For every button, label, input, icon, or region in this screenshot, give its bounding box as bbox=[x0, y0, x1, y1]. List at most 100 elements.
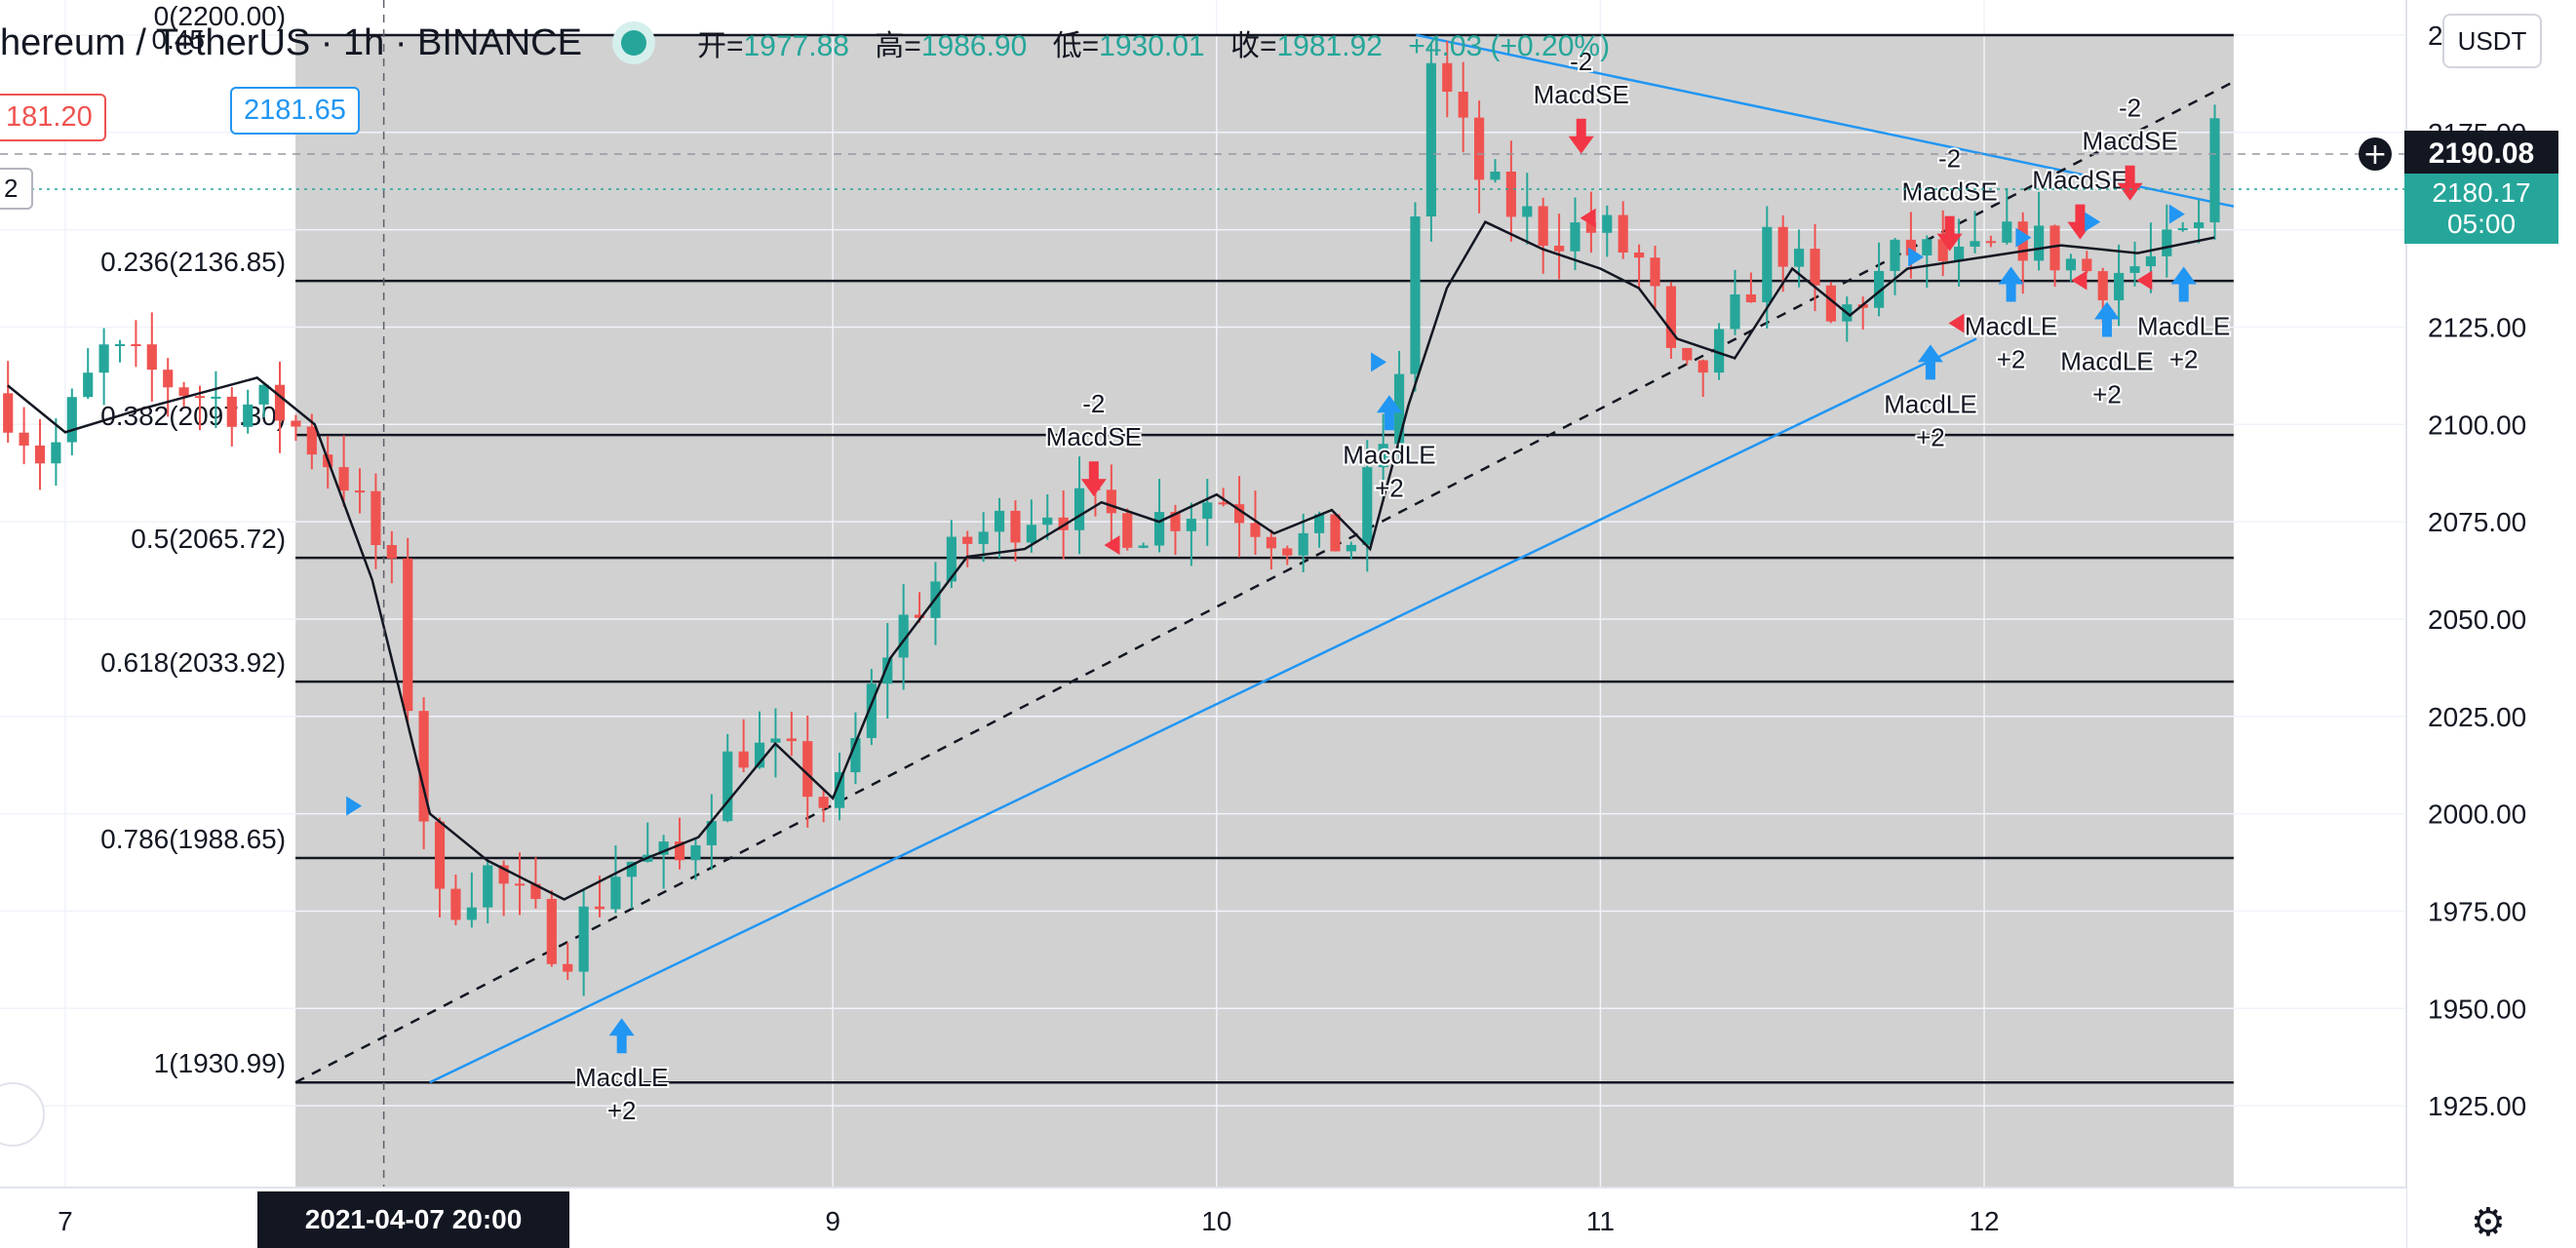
candle-body bbox=[98, 344, 109, 373]
candle-body bbox=[2114, 272, 2125, 301]
signal-label: +2 bbox=[1997, 345, 2026, 374]
last-price-label: 2180.17 05:00 bbox=[2404, 174, 2558, 244]
candle-body bbox=[1538, 206, 1548, 246]
y-tick-label: 2100.00 bbox=[2428, 410, 2526, 440]
candle-body bbox=[434, 821, 446, 889]
candle-body bbox=[722, 751, 733, 822]
candle-body bbox=[3, 393, 14, 433]
candle-body bbox=[2065, 258, 2076, 271]
candle-body bbox=[1442, 62, 1453, 93]
candle-body bbox=[2194, 222, 2205, 229]
candle-body bbox=[1650, 257, 1660, 287]
signal-le: MacdLE +2 bbox=[573, 1018, 670, 1127]
quantity-badge[interactable]: 2 bbox=[0, 168, 34, 210]
open-value: 1977.88 bbox=[743, 30, 849, 62]
symbol-title[interactable]: hereum / TetherUS · 1h · BINANCE bbox=[0, 21, 582, 63]
candle-body bbox=[1954, 246, 1965, 261]
short-entry-arrow-icon bbox=[2117, 165, 2143, 201]
candle-body bbox=[1890, 239, 1900, 271]
candle-body bbox=[2034, 225, 2045, 261]
candle-body bbox=[914, 614, 925, 618]
signal-label: MacdLE bbox=[2137, 312, 2230, 341]
candle-body bbox=[2145, 255, 2156, 267]
close-value: 1981.92 bbox=[1276, 30, 1383, 62]
candle-body bbox=[1425, 62, 1436, 217]
buy-marker-icon bbox=[2015, 227, 2032, 248]
fib-label: 0.5(2065.72) bbox=[131, 524, 286, 554]
candle-body bbox=[1714, 329, 1725, 373]
crosshair: + bbox=[0, 0, 2406, 1188]
candle-body bbox=[371, 490, 381, 545]
candle-body bbox=[1682, 347, 1693, 361]
candle-body bbox=[1122, 513, 1133, 548]
candle-body bbox=[610, 877, 621, 910]
candle-body bbox=[1233, 504, 1245, 524]
signal-le: MacdLE +2 bbox=[1341, 395, 1438, 504]
signal-label: +2 bbox=[2169, 345, 2199, 374]
moving-average bbox=[7, 219, 2215, 901]
y-tick-label: 2075.00 bbox=[2428, 507, 2526, 537]
settings-gear-icon[interactable]: ⚙ bbox=[2471, 1201, 2506, 1244]
candle-body bbox=[1970, 241, 1980, 247]
candles bbox=[3, 40, 2220, 996]
candle-body bbox=[2082, 258, 2092, 272]
currency-button[interactable]: USDT bbox=[2442, 14, 2542, 68]
candle-body bbox=[1810, 249, 1820, 286]
change-value: +4.03 (+0.20%) bbox=[1408, 30, 1611, 62]
x-tick-label: 11 bbox=[1586, 1206, 1615, 1236]
signal-label: MacdLE bbox=[1343, 440, 1435, 469]
candle-body bbox=[626, 861, 637, 878]
buy-marker-icon bbox=[1908, 247, 1925, 267]
bar-countdown: 05:00 bbox=[2446, 209, 2517, 239]
short-entry-arrow-icon bbox=[1936, 215, 1963, 252]
buy-marker-icon bbox=[1371, 352, 1387, 372]
candle-body bbox=[2097, 271, 2108, 301]
buy-price-badge[interactable]: 2181.65 bbox=[230, 87, 360, 135]
candle-body bbox=[1985, 241, 1996, 244]
y-tick-label: 1950.00 bbox=[2428, 994, 2526, 1024]
long-entry-arrow-icon bbox=[2170, 266, 2197, 302]
fib-label: 0.786(1988.65) bbox=[100, 824, 286, 854]
low-value: 1930.01 bbox=[1099, 30, 1205, 62]
x-tick-label: 7 bbox=[58, 1206, 73, 1236]
buy-marker-icon bbox=[2168, 204, 2185, 224]
fib-label: 0(2200.00) bbox=[154, 1, 286, 31]
sell-price-badge[interactable]: 181.20 bbox=[0, 94, 106, 141]
signal-label: MacdSE bbox=[2032, 166, 2127, 195]
x-tick-label: 12 bbox=[1969, 1206, 1999, 1236]
candle-body bbox=[1730, 293, 1740, 330]
ma-line bbox=[7, 219, 2215, 901]
candle-body bbox=[594, 906, 605, 910]
signal-label: +2 bbox=[607, 1096, 637, 1125]
long-entry-arrow-icon bbox=[1917, 344, 1943, 380]
candle-body bbox=[882, 657, 893, 684]
signal-label: +2 bbox=[2092, 379, 2122, 409]
candle-body bbox=[483, 865, 493, 908]
candle-body bbox=[2162, 229, 2172, 256]
candle-body bbox=[83, 372, 94, 398]
fib-zone bbox=[295, 34, 2234, 1188]
candle-body bbox=[1298, 532, 1308, 556]
signal-label: +2 bbox=[1375, 473, 1404, 502]
open-label: 开= bbox=[696, 30, 744, 62]
fib-extra-label: 0.45 bbox=[152, 24, 206, 55]
candle-body bbox=[1585, 222, 1596, 233]
x-tick-label: 9 bbox=[825, 1206, 840, 1236]
last-price-value: 2180.17 bbox=[2432, 177, 2531, 208]
signal-label: -2 bbox=[1570, 47, 1592, 76]
candle-body bbox=[978, 531, 989, 544]
sell-marker-icon bbox=[1948, 313, 1965, 333]
candle-body bbox=[403, 558, 413, 712]
sell-marker-icon bbox=[2071, 270, 2088, 291]
candle-body bbox=[2002, 221, 2012, 243]
candle-body bbox=[1553, 245, 1565, 252]
candle-body bbox=[291, 420, 301, 427]
signal-label: MacdLE bbox=[1884, 389, 1976, 418]
candle-body bbox=[1250, 523, 1261, 537]
candle-body bbox=[178, 387, 189, 397]
candle-body bbox=[690, 844, 701, 861]
signal-le: MacdLE +2 bbox=[2058, 301, 2156, 410]
